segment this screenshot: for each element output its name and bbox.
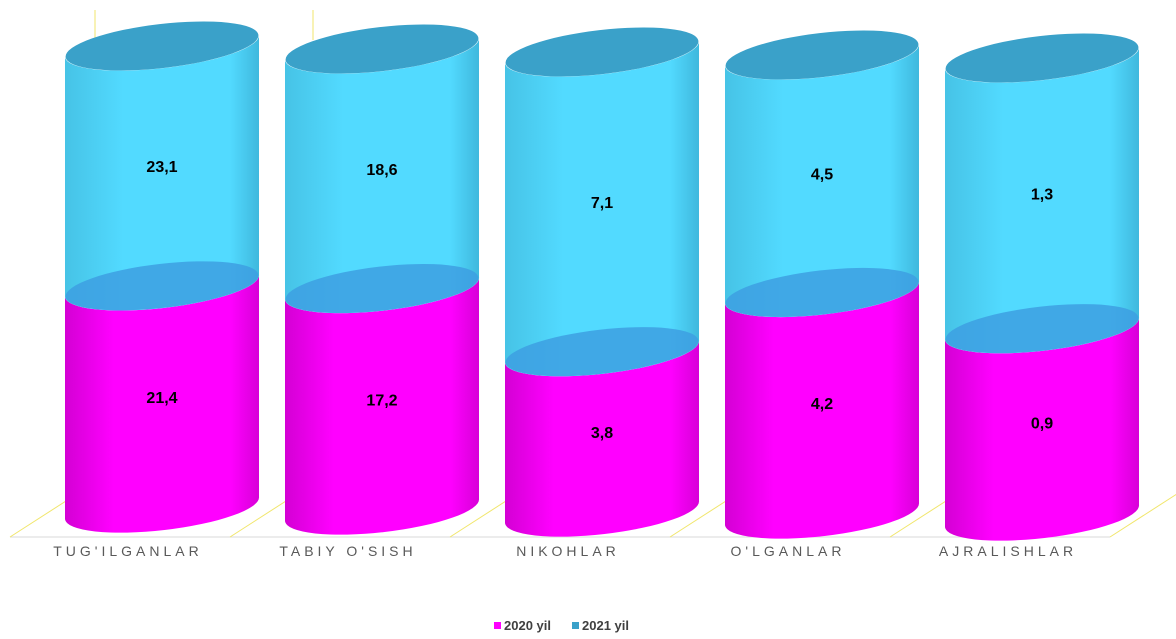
bar-2020 — [505, 340, 700, 537]
chart-bars — [65, 21, 1140, 541]
bar-divider-cap — [285, 264, 479, 314]
bar-2021 — [945, 46, 1140, 354]
legend-label: 2021 yil — [582, 618, 629, 633]
data-label-2020: 4,2 — [811, 396, 833, 413]
bar-divider-cap — [505, 327, 699, 377]
bar-top-cap — [725, 30, 919, 80]
data-label-2020: 0,9 — [1031, 415, 1053, 432]
bar-divider-cap — [65, 261, 259, 311]
bar-divider-cap — [945, 304, 1139, 354]
category-tick-label: TABIY O'SISH — [279, 543, 416, 559]
bar-2020 — [725, 281, 920, 539]
chart-floor — [9, 10, 1176, 538]
bar-2021 — [725, 43, 920, 318]
bar-top-cap — [505, 27, 699, 77]
bar-2021 — [65, 34, 260, 311]
bar-top-cap — [285, 24, 479, 74]
bar-top-cap — [945, 33, 1139, 83]
chart-labels: 21,4 23,1 TUG'ILGANLAR 17,2 18,6 TABIY O'SISH… — [53, 159, 1077, 559]
category-tick-label: TUG'ILGANLAR — [53, 543, 202, 559]
legend-label: 2020 yil — [504, 618, 551, 633]
floor-grid-line — [1109, 493, 1176, 538]
legend-swatch — [572, 622, 579, 629]
data-label-2020: 21,4 — [146, 390, 177, 407]
bar-divider-cap — [725, 267, 919, 317]
data-label-2021: 1,3 — [1031, 186, 1053, 203]
bar-2020 — [65, 274, 260, 533]
data-label-2021: 18,6 — [366, 162, 397, 179]
bar-2020 — [285, 277, 480, 535]
bar-2021 — [505, 40, 700, 377]
data-label-2021: 4,5 — [811, 167, 833, 184]
bar-2021 — [285, 37, 480, 314]
legend-swatch — [494, 622, 501, 629]
category-tick-label: NIKOHLAR — [516, 543, 620, 559]
bar-2020 — [945, 317, 1140, 541]
category-tick-label: AJRALISHLAR — [939, 543, 1077, 559]
category-tick-label: O'LGANLAR — [731, 543, 846, 559]
data-label-2020: 3,8 — [591, 425, 613, 442]
legend: 2020 yil 2021 yil — [494, 618, 629, 633]
bar-top-cap — [65, 21, 259, 71]
data-label-2021: 7,1 — [591, 195, 613, 212]
data-label-2020: 17,2 — [366, 392, 397, 409]
data-label-2021: 23,1 — [146, 159, 177, 176]
